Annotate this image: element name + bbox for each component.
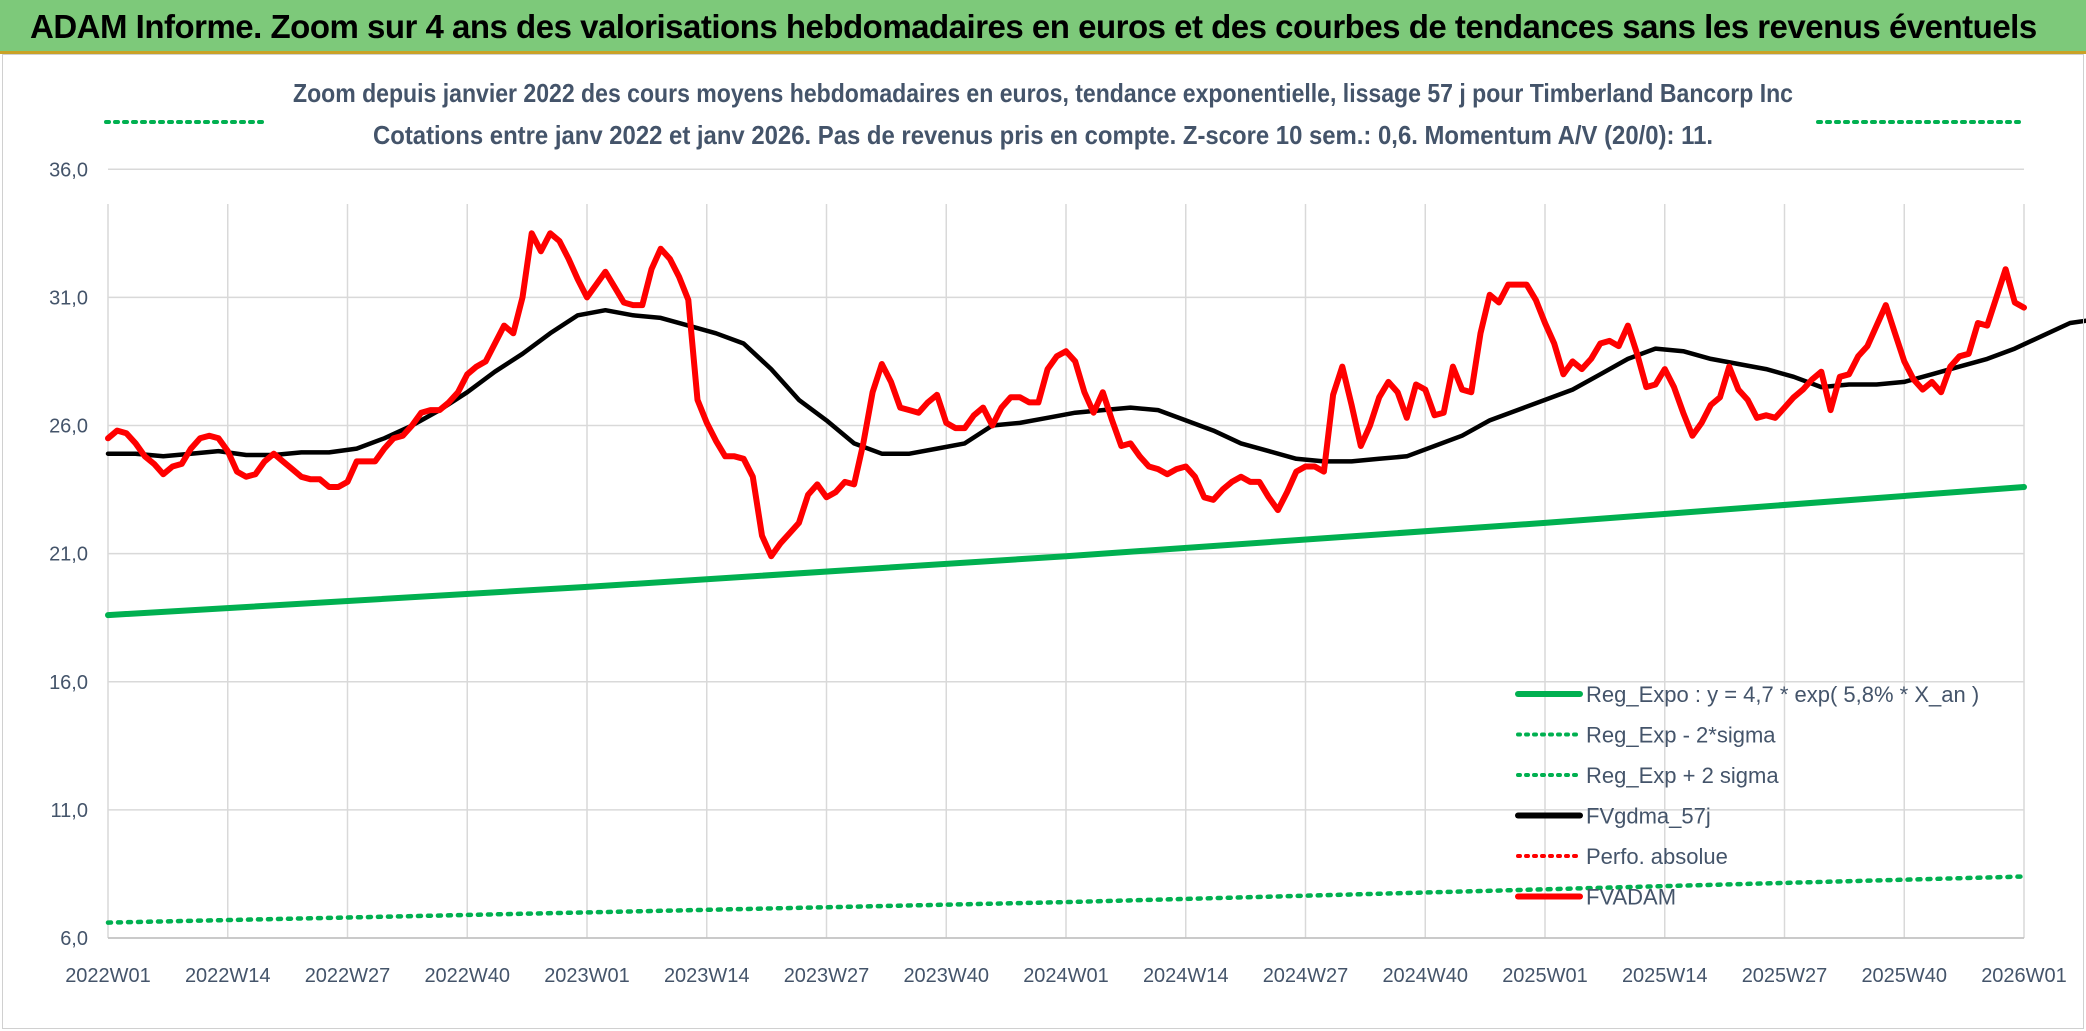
legend-label: Reg_Expo : y = 4,7 * exp( 5,8% * X_an ) xyxy=(1586,682,1979,707)
header-banner: ADAM Informe. Zoom sur 4 ans des valoris… xyxy=(0,0,2086,54)
y-tick-label: 31,0 xyxy=(49,287,88,309)
y-tick-label: 6,0 xyxy=(60,928,88,950)
legend-label: Perfo. absolue xyxy=(1586,844,1728,869)
chart: Zoom depuis janvier 2022 des cours moyen… xyxy=(49,78,2086,987)
chart-title: Zoom depuis janvier 2022 des cours moyen… xyxy=(293,78,1793,108)
page-title: ADAM Informe. Zoom sur 4 ans des valoris… xyxy=(30,8,2037,45)
legend-label: Reg_Exp + 2 sigma xyxy=(1586,763,1779,788)
x-tick-label: 2025W40 xyxy=(1861,965,1947,987)
x-tick-label: 2023W01 xyxy=(544,965,630,987)
x-tick-label: 2022W40 xyxy=(424,965,510,987)
x-tick-label: 2022W01 xyxy=(65,965,151,987)
y-tick-label: 11,0 xyxy=(51,800,88,822)
x-tick-label: 2025W14 xyxy=(1622,965,1708,987)
x-tick-label: 2024W27 xyxy=(1263,965,1349,987)
series-reg-expo xyxy=(105,484,2027,619)
legend-label: Reg_Exp - 2*sigma xyxy=(1586,723,1776,748)
x-tick-label: 2025W27 xyxy=(1742,965,1828,987)
x-tick-label: 2026W01 xyxy=(1981,965,2067,987)
x-tick-label: 2024W40 xyxy=(1382,965,1468,987)
y-tick-label: 16,0 xyxy=(49,672,88,694)
x-tick-label: 2022W27 xyxy=(305,965,391,987)
x-tick-label: 2025W01 xyxy=(1502,965,1588,987)
x-tick-label: 2023W40 xyxy=(903,965,989,987)
x-tick-label: 2023W27 xyxy=(784,965,870,987)
y-tick-label: 36,0 xyxy=(49,159,88,181)
series-fvgdma-57j xyxy=(105,307,2086,464)
y-tick-label: 21,0 xyxy=(49,544,88,566)
x-tick-label: 2024W14 xyxy=(1143,965,1229,987)
x-tick-label: 2023W14 xyxy=(664,965,750,987)
chart-subtitle: Cotations entre janv 2022 et janv 2026. … xyxy=(373,120,1713,150)
x-tick-label: 2022W14 xyxy=(185,965,271,987)
legend-label: FVgdma_57j xyxy=(1586,804,1711,829)
series-reg-exp-2-sigma xyxy=(105,874,2027,925)
series-fvadam xyxy=(105,230,2027,560)
legend-label: FVADAM xyxy=(1586,885,1676,910)
x-tick-label: 2024W01 xyxy=(1023,965,1109,987)
y-tick-label: 26,0 xyxy=(49,416,88,438)
